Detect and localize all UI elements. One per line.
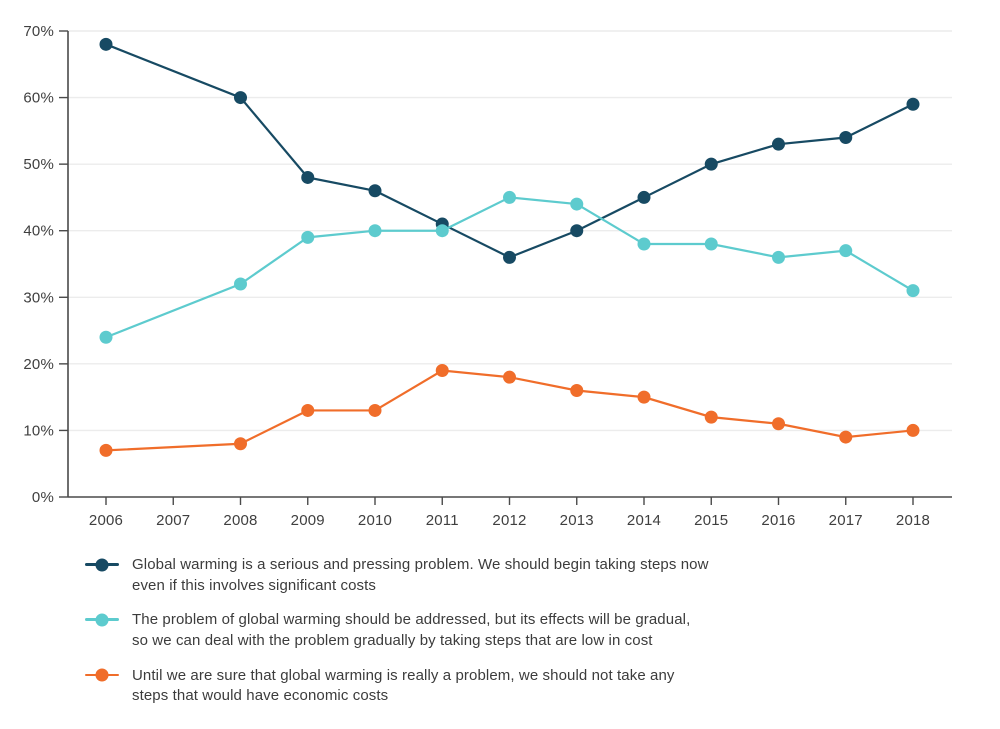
svg-text:30%: 30% (23, 289, 54, 306)
svg-text:10%: 10% (23, 422, 54, 439)
navy-series-marker-icon (85, 558, 119, 571)
svg-text:40%: 40% (23, 223, 54, 240)
orange-series-marker-icon (85, 668, 119, 682)
svg-text:2011: 2011 (426, 512, 459, 529)
legend-label-serious-pressing: Global warming is a serious and pressing… (132, 556, 709, 594)
svg-text:2009: 2009 (291, 512, 325, 529)
svg-text:2010: 2010 (358, 512, 392, 529)
svg-text:2016: 2016 (761, 512, 795, 529)
svg-text:2006: 2006 (89, 512, 123, 529)
svg-text:50%: 50% (23, 156, 54, 173)
legend-item-gradual-low-cost: The problem of global warming should be … (85, 610, 1000, 651)
svg-text:2013: 2013 (560, 512, 594, 529)
legend-item-serious-pressing: Global warming is a serious and pressing… (85, 555, 1000, 596)
global-warming-opinion-chart: 0% 10% 20% 30% 40% 50% 60% 70% 2006 2007 2008 2009 2… (23, 23, 1000, 707)
svg-text:2007: 2007 (156, 512, 190, 529)
svg-text:2017: 2017 (829, 512, 863, 529)
teal-series-marker-icon (85, 613, 119, 627)
chart-legend: Global warming is a serious and pressing… (85, 555, 1000, 707)
svg-text:2018: 2018 (896, 512, 930, 529)
svg-text:0%: 0% (32, 489, 54, 506)
legend-label-gradual-low-cost: The problem of global warming should be … (132, 611, 691, 650)
svg-text:60%: 60% (23, 90, 54, 107)
svg-text:2014: 2014 (627, 512, 661, 529)
legend-item-no-economic-costs: Until we are sure that global warming is… (85, 666, 1000, 707)
svg-text:70%: 70% (23, 23, 54, 40)
line-chart-plot-area: 0% 10% 20% 30% 40% 50% 60% 70% 2006 2007 2008 2009 2… (23, 23, 952, 529)
svg-text:2012: 2012 (492, 512, 526, 529)
svg-text:20%: 20% (23, 356, 54, 373)
svg-text:2015: 2015 (694, 512, 728, 529)
svg-text:2008: 2008 (223, 512, 257, 529)
legend-label-no-economic-costs: Until we are sure that global warming is… (132, 666, 675, 705)
